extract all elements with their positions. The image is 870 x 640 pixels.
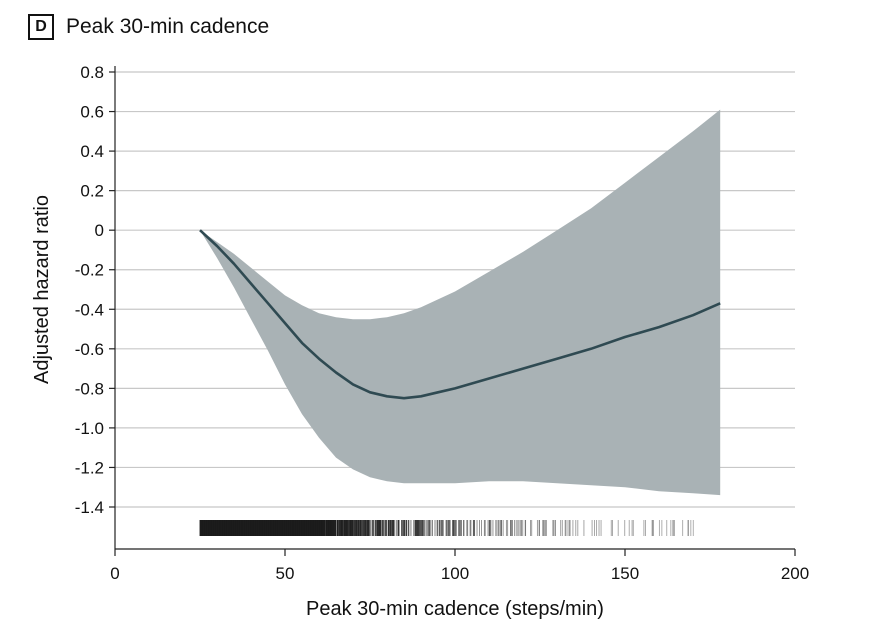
y-tick-label: -0.8: [75, 379, 104, 398]
rug-plot: [199, 520, 694, 536]
hazard-line-group: [199, 229, 721, 400]
x-axis-label: Peak 30-min cadence (steps/min): [306, 598, 604, 620]
y-tick-label: 0.6: [80, 103, 104, 122]
y-tick-label: 0.4: [80, 142, 104, 161]
y-tick-label: 0.8: [80, 63, 104, 82]
x-tick-label: 150: [611, 564, 639, 583]
y-tick-labels: 0.8 0.6 0.4 0.2 0 -0.2 -0.4 -0.6 -0.8 -1.0 -1.2 -1.…: [75, 63, 115, 517]
confidence-band-group: [200, 109, 721, 496]
panel-title: Peak 30-min cadence: [66, 15, 270, 38]
panel-letter-badge: D: [28, 14, 54, 40]
y-tick-label: -0.4: [75, 300, 104, 319]
y-tick-label: 0.2: [80, 182, 104, 201]
hazard-ratio-line: [199, 229, 721, 400]
confidence-band: [200, 109, 721, 496]
panel-header: D Peak 30-min cadence: [28, 12, 269, 42]
y-tick-label: -1.2: [75, 458, 104, 477]
x-tick-labels: 0 50 100 150 200: [110, 549, 809, 583]
x-tick-label: 100: [441, 564, 469, 583]
x-tick-label: 0: [110, 564, 119, 583]
x-tick-label: 50: [276, 564, 295, 583]
y-tick-label: -0.6: [75, 340, 104, 359]
y-tick-label: -1.4: [75, 498, 104, 517]
x-tick-label: 200: [781, 564, 809, 583]
y-tick-label: -0.2: [75, 261, 104, 280]
y-tick-label: -1.0: [75, 419, 104, 438]
y-axis-label: Adjusted hazard ratio: [31, 195, 53, 384]
y-tick-label: 0: [95, 221, 104, 240]
